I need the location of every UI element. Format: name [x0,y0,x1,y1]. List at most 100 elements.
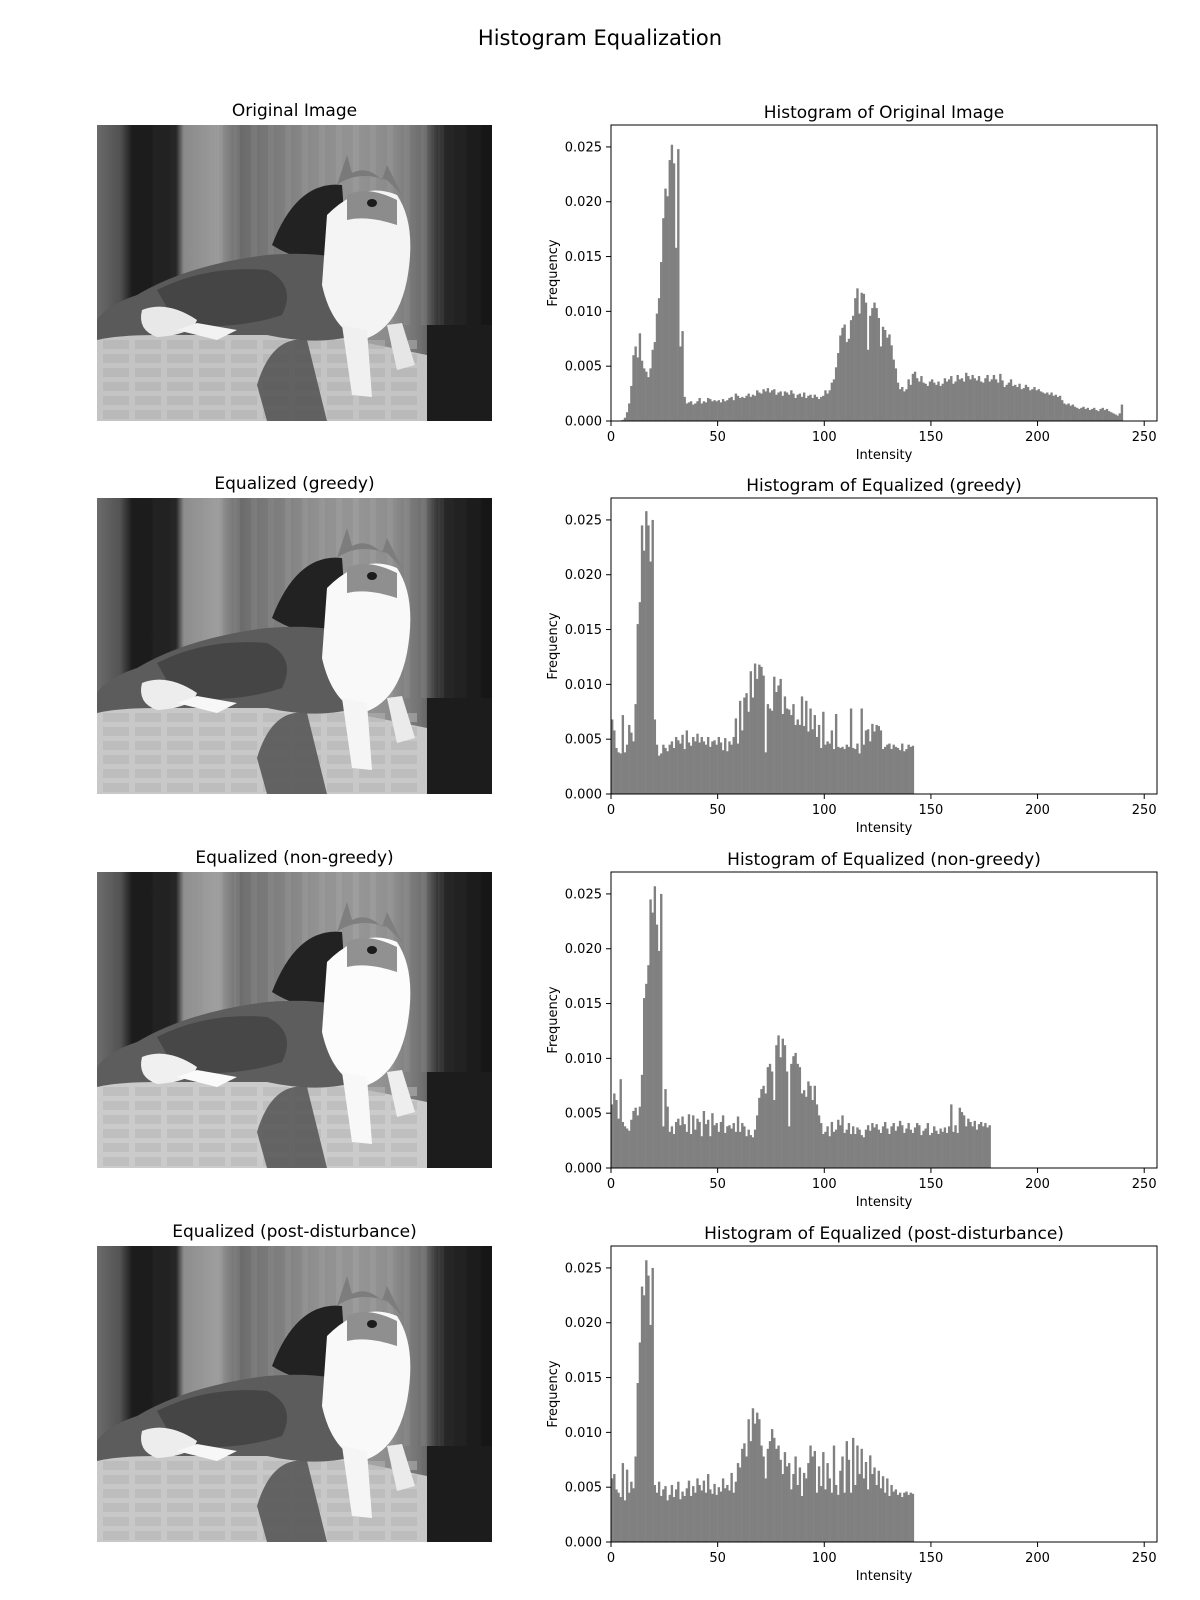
histogram-bar [943,1127,947,1168]
y-tick-label: 0.000 [565,788,602,803]
histogram-bar [672,1497,676,1542]
histogram-bar [841,746,844,794]
histogram-bar [915,378,919,421]
x-tick-label: 100 [812,803,837,818]
histogram-bar [869,315,872,421]
chart-title: Histogram of Equalized (greedy) [746,476,1022,496]
histogram-bar [730,744,733,794]
image-title: Equalized (greedy) [214,474,375,494]
histogram-bar [852,1126,855,1168]
histogram-bar [894,368,898,421]
histogram-bar [822,711,825,794]
x-tick-label: 100 [812,1177,837,1192]
histogram-bar [645,1260,648,1542]
histogram-bar [660,1495,663,1542]
histogram-bar [875,724,878,794]
plot-frame [610,871,1158,1169]
histogram-bar [813,394,816,421]
histogram-bar [937,381,940,421]
histogram-bar [719,402,723,421]
histogram-bar [704,402,708,421]
histogram-bar [758,664,761,794]
histogram-bar [920,1135,923,1168]
histogram-bar [649,561,652,794]
histogram-bar [621,1463,625,1542]
histogram-bar [738,1131,742,1168]
histogram-bar [621,419,625,421]
histogram-chart: Histogram of Equalized (greedy) 0 50 100 150… [546,476,1158,836]
histogram-bar [915,1123,919,1168]
histogram-bar [798,1067,802,1168]
histogram-bar [830,382,834,421]
histogram-bar [632,741,635,794]
histogram-bar [805,700,808,794]
histogram-bar [611,1478,614,1542]
y-tick-label: 0.010 [565,305,602,320]
histogram-bar [858,313,861,421]
histogram-bar [965,372,968,421]
histogram-bar [630,385,633,421]
histogram-bar [892,744,895,794]
plot-frame [610,497,1158,795]
histogram-bar [615,747,618,794]
histogram-bar [657,298,661,421]
histogram-bar [655,744,659,794]
histogram-bar [634,1456,637,1542]
histogram-bar [730,1128,733,1168]
histogram-bar [700,1490,703,1542]
histogram-bar [685,403,689,421]
histogram-bar [982,1126,985,1168]
histogram-bar [698,1484,701,1542]
histogram-bar [724,1132,727,1168]
histogram-bar [815,736,819,794]
histogram-bar [781,1474,785,1542]
histogram-bar [854,1484,857,1542]
histogram-bar [1005,384,1008,421]
histogram-bar [907,1494,910,1542]
x-tick-label: 200 [1025,803,1050,818]
histogram-bar [666,196,669,421]
histogram-bar [715,744,718,794]
histogram-bar [905,749,908,794]
y-axis-label: Frequency [546,239,561,306]
histogram-bar [775,394,778,421]
y-tick-label: 0.025 [565,887,602,902]
histogram-bar [933,1126,936,1168]
x-tick-label: 50 [709,803,726,818]
histogram-bar [856,1445,859,1542]
histogram-bar [764,391,767,421]
histogram-bar [817,724,821,794]
histogram-bar [952,383,955,421]
y-tick-label: 0.015 [565,1371,602,1386]
histogram-bar [901,1497,904,1542]
y-tick-label: 0.000 [565,415,602,430]
histogram-bar [800,1495,804,1542]
histogram-bar [790,390,793,421]
histogram-bar [692,404,695,421]
histogram-bar [892,359,895,421]
histogram-bar [651,1267,654,1542]
histogram-bar [813,1451,816,1542]
histogram-bar [760,1445,763,1542]
histogram-bar [651,912,654,1168]
histogram-bar [864,730,868,794]
histogram-bar [615,1100,618,1168]
histogram-bar [689,1134,693,1168]
histogram-bar [779,678,782,794]
histogram-bar [730,396,733,421]
histogram-bar [657,1481,661,1542]
histogram-bars [611,886,991,1168]
histogram-bar [734,1131,738,1168]
histogram-bar [939,385,942,421]
histogram-bar [647,965,650,1168]
histogram-bar [717,400,721,421]
histogram-bar [732,1492,735,1542]
histogram-bar [973,1120,976,1168]
histogram-bar [958,1107,962,1168]
histogram-bar [1058,395,1062,421]
histogram-bar [628,1130,631,1168]
y-tick-label: 0.015 [565,623,602,638]
histogram-bar [977,1124,981,1168]
histogram-bar [935,384,938,421]
histogram-bar [756,678,759,794]
